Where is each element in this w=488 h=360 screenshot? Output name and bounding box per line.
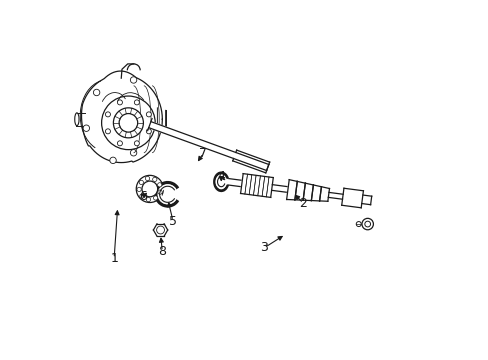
Circle shape xyxy=(146,112,151,117)
Circle shape xyxy=(134,141,139,146)
Circle shape xyxy=(146,197,150,202)
Circle shape xyxy=(110,157,116,163)
Circle shape xyxy=(361,219,373,230)
Text: 7: 7 xyxy=(199,147,207,160)
Circle shape xyxy=(136,175,163,203)
Polygon shape xyxy=(311,185,321,201)
Polygon shape xyxy=(341,188,363,208)
Text: 5: 5 xyxy=(169,215,177,228)
Circle shape xyxy=(102,96,155,150)
Circle shape xyxy=(134,100,139,105)
Text: 8: 8 xyxy=(158,245,166,258)
Polygon shape xyxy=(294,181,305,200)
Text: 4: 4 xyxy=(217,170,225,183)
Circle shape xyxy=(105,129,110,134)
Polygon shape xyxy=(361,195,371,205)
Circle shape xyxy=(153,196,158,200)
Circle shape xyxy=(156,226,164,234)
Polygon shape xyxy=(148,122,268,171)
Circle shape xyxy=(117,100,122,105)
Text: 2: 2 xyxy=(299,197,307,210)
Circle shape xyxy=(142,181,157,197)
Polygon shape xyxy=(232,150,269,173)
Polygon shape xyxy=(319,187,329,201)
Text: 3: 3 xyxy=(260,241,267,255)
Polygon shape xyxy=(303,183,313,201)
Circle shape xyxy=(93,89,100,96)
Polygon shape xyxy=(286,180,297,200)
Circle shape xyxy=(119,113,138,132)
Circle shape xyxy=(117,141,122,146)
Circle shape xyxy=(139,180,143,185)
Text: 6: 6 xyxy=(139,190,146,203)
Circle shape xyxy=(130,149,137,156)
Circle shape xyxy=(158,190,162,194)
Text: 1: 1 xyxy=(110,252,118,265)
Circle shape xyxy=(105,112,110,117)
Circle shape xyxy=(364,221,370,227)
Polygon shape xyxy=(227,179,242,187)
Circle shape xyxy=(146,129,151,134)
Circle shape xyxy=(113,108,143,138)
Circle shape xyxy=(140,194,144,198)
Ellipse shape xyxy=(75,113,79,126)
Circle shape xyxy=(145,176,149,181)
Circle shape xyxy=(152,177,157,181)
Circle shape xyxy=(137,187,141,192)
Polygon shape xyxy=(81,71,162,163)
Polygon shape xyxy=(327,192,343,199)
Polygon shape xyxy=(271,185,288,192)
Polygon shape xyxy=(240,174,273,197)
Circle shape xyxy=(130,77,137,83)
Circle shape xyxy=(356,221,361,226)
Circle shape xyxy=(157,183,162,187)
Circle shape xyxy=(83,125,89,131)
